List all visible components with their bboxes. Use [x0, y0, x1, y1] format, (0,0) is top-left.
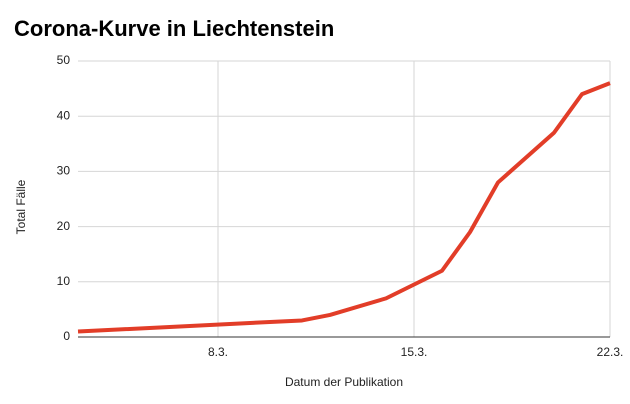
y-tick-label: 30	[57, 164, 71, 178]
y-axis-label: Total Fälle	[14, 179, 28, 234]
x-tick-label: 22.3.	[597, 345, 624, 359]
y-tick-label: 50	[57, 53, 71, 67]
x-tick-label: 8.3.	[208, 345, 228, 359]
y-tick-label: 10	[57, 274, 71, 288]
y-tick-label: 40	[57, 108, 71, 122]
chart-title: Corona-Kurve in Liechtenstein	[14, 16, 334, 41]
y-tick-label: 20	[57, 219, 71, 233]
x-tick-label: 15.3.	[401, 345, 428, 359]
data-line	[77, 81, 611, 334]
y-tick-label: 0	[63, 329, 70, 343]
x-axis-label: Datum der Publikation	[285, 375, 403, 389]
